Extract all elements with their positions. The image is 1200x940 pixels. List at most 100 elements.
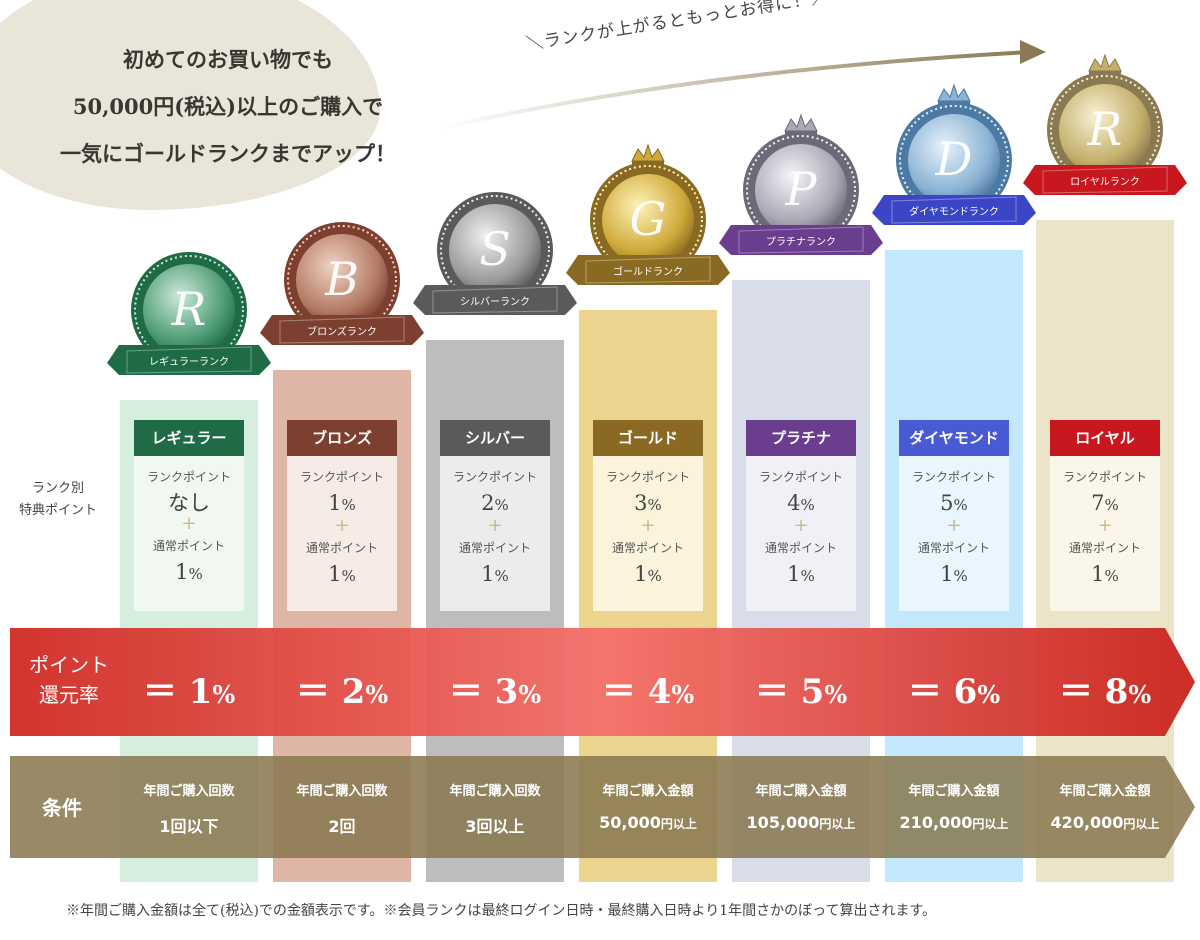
rank-name-diamond: ダイヤモンド xyxy=(899,420,1009,456)
condition-silver: 年間ご購入回数 3回以上 xyxy=(426,780,564,837)
rank-name-bronze: ブロンズ xyxy=(287,420,397,456)
normal-point-value: 1% xyxy=(634,562,662,586)
rank-benefit-box-silver: ランクポイント 2% + 通常ポイント 1% xyxy=(440,456,550,611)
rank-point-label: ランクポイント xyxy=(758,470,843,484)
intro-line-2: 50,000円(税込)以上のご購入で xyxy=(72,94,384,119)
rank-point-value: 5% xyxy=(940,491,968,515)
condition-royal: 年間ご購入金額 420,000円以上 xyxy=(1036,780,1174,832)
point-rate-regular: ＝ 1% xyxy=(142,672,236,712)
normal-point-label: 通常ポイント xyxy=(917,541,990,555)
svg-text:S: S xyxy=(479,222,511,276)
rank-point-value: 7% xyxy=(1091,491,1119,515)
condition-label: 年間ご購入金額 xyxy=(1059,784,1151,799)
condition-label: 年間ご購入金額 xyxy=(602,784,694,799)
condition-platinum: 年間ご購入金額 105,000円以上 xyxy=(732,780,870,832)
condition-label: 年間ご購入回数 xyxy=(449,784,541,799)
side-label-line-2: 特典ポイント xyxy=(18,503,97,518)
rank-medal-diamond: D ダイヤモンドランク xyxy=(872,83,1036,225)
plus-sign: + xyxy=(487,515,503,536)
condition-bronze: 年間ご購入回数 2回 xyxy=(273,780,411,837)
condition-value: 105,000円以上 xyxy=(746,813,856,832)
point-rate-platinum: ＝ 5% xyxy=(754,672,848,712)
point-rate-band xyxy=(10,628,1195,736)
rank-point-value: なし xyxy=(168,491,210,515)
rank-point-value: 4% xyxy=(787,491,815,515)
rank-point-label: ランクポイント xyxy=(452,470,537,484)
normal-point-label: 通常ポイント xyxy=(611,541,684,555)
rank-medal-royal: R ロイヤルランク xyxy=(1023,53,1187,195)
normal-point-value: 1% xyxy=(328,562,356,586)
point-rate-title-line-1: ポイント xyxy=(29,653,109,677)
svg-text:P: P xyxy=(785,162,818,216)
plus-sign: + xyxy=(946,515,962,536)
condition-label: 年間ご購入金額 xyxy=(908,784,1000,799)
point-rate-title-line-2: 還元率 xyxy=(39,683,99,707)
condition-value: 1回以下 xyxy=(159,817,219,836)
condition-value: 50,000円以上 xyxy=(599,813,697,832)
svg-text:D: D xyxy=(935,132,973,186)
condition-title: 条件 xyxy=(42,796,82,820)
side-label-line-1: ランク別 xyxy=(31,481,84,496)
condition-label: 年間ご購入金額 xyxy=(755,784,847,799)
svg-text:プラチナランク: プラチナランク xyxy=(766,236,836,248)
condition-label: 年間ご購入回数 xyxy=(296,784,388,799)
normal-point-label: 通常ポイント xyxy=(458,541,531,555)
normal-point-value: 1% xyxy=(175,560,203,584)
svg-text:ダイヤモンドランク: ダイヤモンドランク xyxy=(909,205,999,218)
rank-point-value: 2% xyxy=(481,491,509,515)
plus-sign: + xyxy=(793,515,809,536)
rank-point-value: 3% xyxy=(634,491,662,515)
intro-text: 初めてのお買い物でも 50,000円(税込)以上のご購入で 一気にゴールドランク… xyxy=(18,36,438,177)
rank-medal-silver: S シルバーランク xyxy=(413,192,577,315)
rank-point-value: 1% xyxy=(328,491,356,515)
rank-benefit-box-bronze: ランクポイント 1% + 通常ポイント 1% xyxy=(287,456,397,611)
point-rate-diamond: ＝ 6% xyxy=(907,672,1001,712)
svg-text:R: R xyxy=(171,282,207,336)
rank-benefit-box-platinum: ランクポイント 4% + 通常ポイント 1% xyxy=(746,456,856,611)
normal-point-label: 通常ポイント xyxy=(764,541,837,555)
svg-text:R: R xyxy=(1087,102,1123,156)
intro-line-1: 初めてのお買い物でも xyxy=(123,47,333,72)
rank-point-label: ランクポイント xyxy=(299,470,384,484)
side-label: ランク別 特典ポイント xyxy=(8,478,108,522)
point-rate-bronze: ＝ 2% xyxy=(295,672,389,712)
condition-value: 2回 xyxy=(328,817,356,836)
rank-name-gold: ゴールド xyxy=(593,420,703,456)
point-rate-gold: ＝ 4% xyxy=(601,672,695,712)
point-rate-silver: ＝ 3% xyxy=(448,672,542,712)
rank-name-royal: ロイヤル xyxy=(1050,420,1160,456)
normal-point-label: 通常ポイント xyxy=(1068,541,1141,555)
condition-gold: 年間ご購入金額 50,000円以上 xyxy=(579,780,717,832)
condition-band xyxy=(10,756,1195,858)
condition-diamond: 年間ご購入金額 210,000円以上 xyxy=(885,780,1023,832)
rank-point-label: ランクポイント xyxy=(1062,470,1147,484)
rank-medal-regular: R レギュラーランク xyxy=(107,252,271,375)
svg-text:ロイヤルランク: ロイヤルランク xyxy=(1070,176,1140,188)
plus-sign: + xyxy=(1097,515,1113,536)
condition-value: 420,000円以上 xyxy=(1050,813,1160,832)
normal-point-value: 1% xyxy=(787,562,815,586)
svg-text:B: B xyxy=(324,252,359,306)
rank-point-label: ランクポイント xyxy=(605,470,690,484)
intro-bubble xyxy=(0,0,380,210)
normal-point-label: 通常ポイント xyxy=(305,541,378,555)
rank-medal-gold: G ゴールドランク xyxy=(566,143,730,285)
svg-text:シルバーランク: シルバーランク xyxy=(460,296,530,308)
footnote: ※年間ご購入金額は全て(税込)での金額表示です。※会員ランクは最終ログイン日時・… xyxy=(66,903,937,919)
rank-point-label: ランクポイント xyxy=(146,470,231,484)
normal-point-value: 1% xyxy=(481,562,509,586)
point-rate-title: ポイント 還元率 xyxy=(24,650,114,710)
svg-text:ブロンズランク: ブロンズランク xyxy=(307,325,377,338)
plus-sign: + xyxy=(181,513,197,534)
point-rate-royal: ＝ 8% xyxy=(1058,672,1152,712)
normal-point-value: 1% xyxy=(1091,562,1119,586)
rank-medal-platinum: P プラチナランク xyxy=(719,113,883,255)
condition-regular: 年間ご購入回数 1回以下 xyxy=(120,780,258,837)
plus-sign: + xyxy=(334,515,350,536)
intro-line-3: 一気にゴールドランクまでアップ！ xyxy=(60,141,396,166)
rank-name-silver: シルバー xyxy=(440,420,550,456)
svg-text:ゴールドランク: ゴールドランク xyxy=(613,265,683,278)
condition-label: 年間ご購入回数 xyxy=(143,784,235,799)
rank-benefit-box-gold: ランクポイント 3% + 通常ポイント 1% xyxy=(593,456,703,611)
